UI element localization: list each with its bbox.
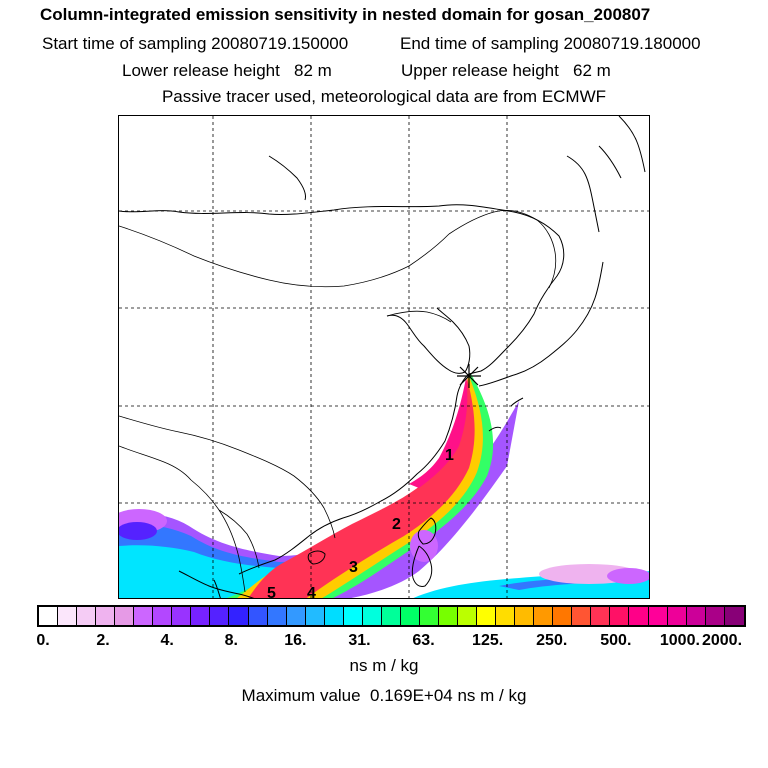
colorbar-cell [267, 607, 287, 625]
colorbar-cell [591, 607, 611, 625]
colorbar-cell [477, 607, 497, 625]
release-upper: Upper release height 62 m [401, 61, 611, 80]
colorbar-tick-label: 4. [160, 632, 174, 649]
colorbar-cell [229, 607, 249, 625]
coastline-kamchatka [598, 116, 646, 179]
lake-baikal [268, 155, 306, 201]
colorbar-tick-label: 1000. [659, 632, 700, 649]
receptor-star-icon [457, 364, 481, 388]
colorbar-tick-label: 125. [472, 632, 504, 649]
border-indochina [190, 479, 260, 593]
colorbar-cell [191, 607, 211, 625]
colorbar-cell [324, 607, 344, 625]
map-canvas: 1 2 3 4 5 [119, 116, 649, 599]
colorbar-cell [210, 607, 230, 625]
border-mongolia [119, 225, 450, 288]
colorbar-cell [629, 607, 649, 625]
maximum-value: Maximum value 0.169E+04 ns m / kg [241, 686, 527, 705]
colorbar-tick-label: 2. [96, 632, 110, 649]
colorbar-cell [286, 607, 306, 625]
colorbar-cell [686, 607, 706, 625]
colorbar-cell [305, 607, 325, 625]
plume-magenta-core [409, 378, 468, 488]
colorbar-cell [153, 607, 173, 625]
release-lower: Lower release height 82 m [122, 61, 332, 80]
colorbar-cell [248, 607, 268, 625]
coastlines [119, 116, 646, 598]
colorbar-tick-label: 500. [600, 632, 632, 649]
tracer-note: Passive tracer used, meteorological data… [161, 87, 607, 106]
colorbar-cell [419, 607, 439, 625]
border-china-south [119, 415, 336, 539]
colorbar-cell [362, 607, 382, 625]
border-china-korea [386, 310, 452, 323]
sensitivity-map: 1 2 3 4 5 [118, 115, 650, 599]
colorbar-cell [496, 607, 516, 625]
colorbar-tick-label: 31. [348, 632, 371, 649]
trajectory-label-4: 4 [307, 585, 316, 599]
plume-west-inner [119, 522, 157, 540]
trajectory-label-3: 3 [349, 559, 358, 576]
colorbar-cell [172, 607, 192, 625]
border-china-russia [448, 210, 557, 289]
colorbar-cell [458, 607, 478, 625]
colorbar-units: ns m / kg [349, 656, 419, 675]
trajectory-label-2: 2 [392, 516, 401, 533]
colorbar-cell [515, 607, 535, 625]
colorbar-cell [572, 607, 592, 625]
plume-red-band [248, 378, 475, 598]
colorbar-tick-label: 250. [536, 632, 568, 649]
plume-far-east-patch [607, 568, 649, 584]
sensitivity-plume [119, 374, 649, 598]
colorbar-cell [58, 607, 78, 625]
coastline-taiwan [417, 517, 437, 545]
sampling-start: Start time of sampling 20080719.150000 [42, 34, 349, 53]
graticule [119, 116, 649, 598]
coastline-korea [386, 307, 471, 374]
colorbar-cell [77, 607, 97, 625]
colorbar-cell [648, 607, 668, 625]
colorbar-cell [134, 607, 154, 625]
colorbar-cell [438, 607, 459, 625]
colorbar-cell [96, 607, 116, 625]
sampling-end: End time of sampling 20080719.180000 [400, 34, 701, 53]
coastline-indochina [178, 570, 255, 598]
colorbar-cell [400, 607, 420, 625]
colorbar-cell [705, 607, 725, 625]
trajectory-label-5: 5 [267, 585, 276, 599]
colorbar-cell [610, 607, 630, 625]
plume-luzon-patch [410, 530, 438, 562]
colorbar-tick-label: 0. [36, 632, 50, 649]
country-borders [119, 210, 557, 593]
coastline-japan [478, 261, 604, 432]
colorbar-cell [724, 607, 744, 625]
colorbar-cell [534, 607, 554, 625]
coastline-sakhalin [566, 155, 600, 233]
colorbar-tick-label: 63. [412, 632, 435, 649]
colorbar-cell [115, 607, 135, 625]
colorbar-tick-label: 2000. [701, 632, 743, 649]
colorbar-tick-label: 8. [224, 632, 238, 649]
border-himalaya [119, 445, 192, 481]
colorbar-cell [343, 607, 363, 625]
coastline-mainland [119, 204, 565, 575]
trajectory-label-1: 1 [445, 447, 454, 464]
colorbar [37, 605, 746, 627]
coastline-luzon [411, 545, 433, 587]
colorbar-cell [381, 607, 401, 625]
plot-title: Column-integrated emission sensitivity i… [40, 5, 651, 24]
coastline-hainan [307, 550, 326, 565]
colorbar-cell [667, 607, 687, 625]
colorbar-cell [39, 607, 59, 625]
colorbar-cell [553, 607, 573, 625]
colorbar-tick-label: 16. [284, 632, 307, 649]
